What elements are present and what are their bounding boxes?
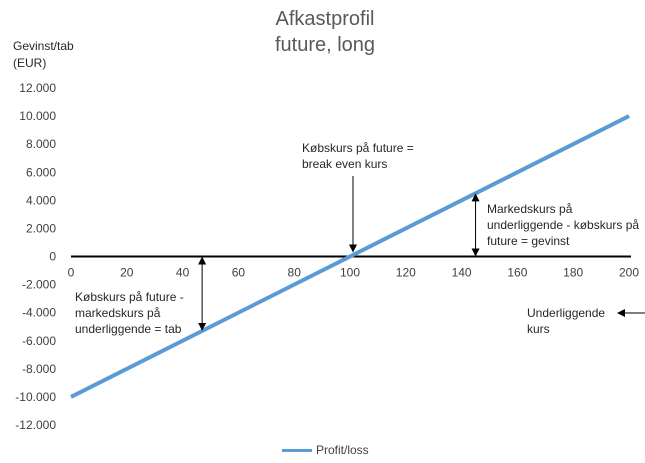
y-tick-label: -6.000 — [22, 334, 56, 348]
y-tick-label: 2.000 — [26, 221, 56, 235]
x-tick-label: 200 — [619, 266, 639, 280]
x-tick-label: 160 — [507, 266, 527, 280]
legend-swatch — [282, 448, 312, 452]
annotation-underlying: Underliggende kurs — [527, 306, 606, 336]
x-tick-label: 40 — [176, 266, 190, 280]
series-layer — [70, 114, 630, 399]
y-tick-label: 4.000 — [26, 193, 56, 207]
x-tick-labels: 0 20 40 60 80 100 120 140 160 180 200 — [68, 266, 640, 280]
y-tick-label: -10.000 — [15, 390, 56, 404]
y-tick-label: 8.000 — [26, 137, 56, 151]
y-tick-label: -4.000 — [22, 306, 56, 320]
annotation-loss: Købskurs på future - markedskurs på unde… — [75, 290, 184, 336]
y-tick-label: -2.000 — [22, 278, 56, 292]
y-tick-label: 10.000 — [19, 109, 56, 123]
legend-label: Profit/loss — [316, 443, 369, 457]
y-axis-label: Gevinst/tab (EUR) — [13, 39, 74, 70]
legend: Profit/loss — [282, 443, 369, 457]
x-tick-label: 60 — [232, 266, 246, 280]
x-tick-label: 100 — [340, 266, 360, 280]
y-tick-label: -12.000 — [15, 418, 56, 432]
annotation-arrows — [198, 176, 645, 331]
x-tick-label: 140 — [452, 266, 472, 280]
annotation-break-even: Købskurs på future = break even kurs — [302, 141, 414, 171]
series-line-profit-loss — [70, 114, 630, 399]
x-tick-label: 20 — [120, 266, 134, 280]
chart-subtitle: future, long — [274, 34, 376, 56]
x-tick-label: 120 — [396, 266, 416, 280]
y-tick-label: -8.000 — [22, 362, 56, 376]
y-tick-labels: 12.000 10.000 8.000 6.000 4.000 2.000 0 -2.000 -… — [15, 81, 56, 432]
chart-title: Afkastprofil — [275, 8, 375, 30]
x-tick-label: 180 — [563, 266, 583, 280]
annotation-gain: Markedskurs på underliggende - købskurs … — [487, 202, 640, 248]
x-tick-label: 80 — [288, 266, 302, 280]
y-tick-label: 6.000 — [26, 165, 56, 179]
y-tick-label: 12.000 — [19, 81, 56, 95]
x-tick-label: 0 — [68, 266, 75, 280]
y-tick-label: 0 — [49, 250, 56, 264]
